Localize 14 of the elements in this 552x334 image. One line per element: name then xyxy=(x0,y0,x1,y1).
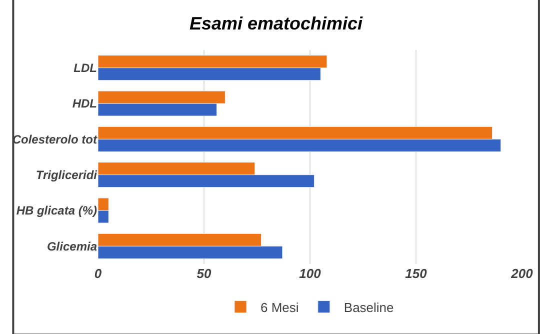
y-tick-label: HDL xyxy=(72,96,97,111)
x-tick-label: 50 xyxy=(196,266,212,281)
y-tick-label: Colesterolo tot xyxy=(12,132,98,146)
legend-label: 6 Mesi xyxy=(260,300,299,315)
legend-label: Baseline xyxy=(344,300,394,315)
y-tick-label: HB glicata (%) xyxy=(16,204,97,218)
x-tick-label: 100 xyxy=(299,266,322,281)
chart-title: Esami ematochimici xyxy=(189,14,364,34)
y-tick-label: LDL xyxy=(74,61,97,76)
x-tick-label: 0 xyxy=(94,266,102,281)
x-tick-label: 150 xyxy=(405,266,428,281)
y-tick-label: Glicemia xyxy=(46,239,98,254)
x-tick-label: 200 xyxy=(510,266,534,281)
y-tick-label: Trigliceridi xyxy=(36,168,98,182)
